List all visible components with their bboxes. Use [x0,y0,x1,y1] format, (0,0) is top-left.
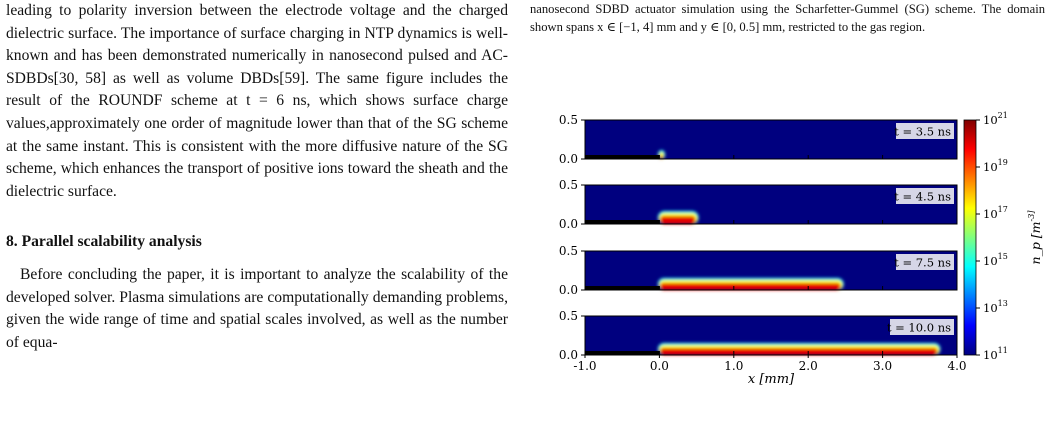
density-heatmap-figure: t = 3.5 ns0.00.5t = 4.5 ns0.00.5t = 7.5 … [559,111,1043,387]
time-label-box [896,123,954,139]
plasma-layer [657,343,941,355]
plasma-core [659,283,841,290]
colorbar-tick-label: 1011 [983,346,1008,362]
section-heading: 8. Parallel scalability analysis [6,233,202,251]
plasma-layer [657,278,844,290]
y-tick-label: 0.5 [559,178,578,192]
plasma-core [659,348,938,355]
colorbar-tick-label: 1015 [983,252,1008,268]
heatmap-panel: t = 10.0 ns 0.0 0.5 [559,309,958,362]
colorbar-tick-label: 1019 [983,158,1008,174]
y-tick-label: 0.5 [559,309,578,323]
panel-frame [584,250,958,291]
x-tick-label: 4.0 [947,359,966,373]
colorbar-tick-label: 1013 [983,299,1008,315]
colorbar [963,119,977,356]
x-tick-label: 1.0 [724,359,743,373]
x-axis-label: x [mm] [748,372,795,387]
panel-frame [584,315,958,356]
y-tick-label: 0.0 [559,217,578,231]
plasma-core [659,216,696,224]
x-tick-label: 0.0 [650,359,669,373]
electrode-bar [585,286,660,290]
electrode-bar [585,351,660,355]
heatmap-panel: t = 3.5 ns 0.0 0.5 [559,113,958,166]
panel-background [585,120,957,159]
y-tick-label: 0.0 [559,152,578,166]
time-label: t = 4.5 ns [894,190,951,204]
electrode-bar [585,220,660,224]
time-label: t = 3.5 ns [894,125,951,139]
time-label-box [890,319,954,335]
plasma-layer [657,150,666,159]
time-label-box [896,188,954,204]
y-tick-label: 0.0 [559,283,578,297]
time-label: t = 7.5 ns [894,256,951,270]
body-text-column: leading to polarity inversion between th… [6,0,508,354]
y-tick-label: 0.5 [559,244,578,258]
y-tick-label: 0.0 [559,348,578,362]
heatmap-panel: t = 7.5 ns 0.0 0.5 [559,244,958,297]
y-tick-label: 0.5 [559,113,578,127]
time-label-box [896,254,954,270]
electrode-bar [585,155,660,159]
panel-frame [584,184,958,225]
x-tick-label: 3.0 [873,359,892,373]
plasma-layer [657,211,699,224]
body-paragraph: leading to polarity inversion between th… [6,2,508,200]
panel-frame [584,119,958,160]
colorbar-tick-label: 1021 [983,111,1008,127]
plasma-core [659,155,663,159]
colorbar-label: n_p [m-3] [1027,210,1043,265]
x-tick-label: 2.0 [799,359,818,373]
time-label: t = 10.0 ns [887,321,951,335]
figure-caption-text: nanosecond SDBD actuator simulation usin… [530,2,1045,34]
colorbar-tick-label: 1017 [983,205,1008,221]
figure-caption: nanosecond SDBD actuator simulation usin… [530,0,1045,36]
x-tick-label: -1.0 [573,359,596,373]
panel-background [585,185,957,224]
body-paragraph: Before concluding the paper, it is impor… [6,265,508,351]
heatmap-panel: t = 4.5 ns 0.0 0.5 [559,178,958,231]
